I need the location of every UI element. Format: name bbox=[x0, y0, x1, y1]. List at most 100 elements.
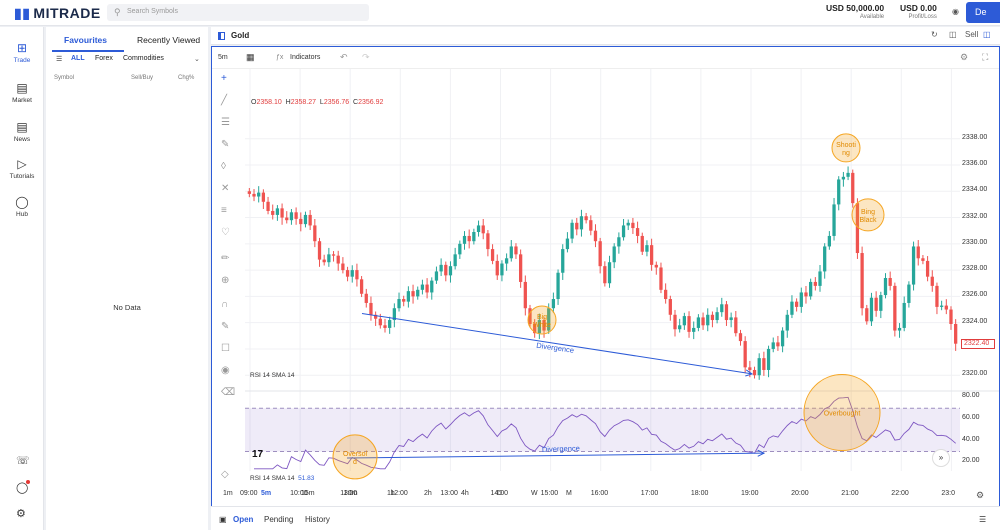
time-tick: 16:00 bbox=[590, 490, 609, 497]
rsi-legend-bottom: RSI 14 SMA 14 51.83 bbox=[250, 475, 314, 482]
indicators-icon[interactable]: ƒx bbox=[276, 54, 284, 61]
period-15m[interactable]: 15m bbox=[301, 490, 315, 497]
oversold-marker bbox=[332, 434, 378, 480]
period-5m[interactable]: 5m bbox=[261, 490, 272, 497]
eye-toggle-icon[interactable]: ◉ bbox=[221, 365, 230, 376]
undo-icon[interactable]: ↶ bbox=[340, 52, 348, 62]
support-icon[interactable]: ☏ bbox=[16, 455, 30, 467]
period-1h[interactable]: 1h bbox=[387, 490, 395, 497]
scroll-right-button[interactable]: » bbox=[932, 449, 950, 467]
trend-line-icon[interactable]: ╱ bbox=[221, 95, 228, 106]
category-all[interactable]: ALL bbox=[71, 55, 85, 62]
nav-tutorials[interactable]: ▷ Tutorials bbox=[0, 157, 44, 180]
nav-market[interactable]: ▤ Market bbox=[0, 81, 44, 104]
candle-down bbox=[402, 299, 406, 302]
candle-down bbox=[701, 317, 705, 326]
fullscreen-icon[interactable]: ⛶ bbox=[982, 52, 989, 62]
candle-up bbox=[832, 204, 836, 236]
candle-up bbox=[823, 246, 827, 272]
period-w[interactable]: W bbox=[531, 490, 538, 497]
chart-toolbar: 5m ▦ ƒx Indicators ↶ ↷ ⚙ ⛶ bbox=[212, 47, 999, 69]
crosshair-icon[interactable]: + bbox=[221, 73, 227, 84]
candle-up bbox=[504, 258, 509, 264]
category-commodities[interactable]: Commodities bbox=[123, 55, 164, 62]
candle-up bbox=[257, 192, 261, 197]
chart-title-bar: Gold ↻ ◫ Sell ◫ bbox=[211, 27, 1000, 45]
candle-down bbox=[308, 214, 312, 226]
candle-up bbox=[911, 246, 916, 285]
search-input[interactable]: ⚲ Search Symbols bbox=[107, 4, 369, 21]
zoom-icon[interactable]: ⊕ bbox=[221, 275, 230, 286]
candle-down bbox=[345, 270, 350, 277]
layers-icon[interactable]: ◇ bbox=[221, 469, 229, 480]
candle-up bbox=[430, 280, 434, 293]
tab-recently-viewed[interactable]: Recently Viewed bbox=[137, 35, 201, 45]
tab-pending[interactable]: Pending bbox=[264, 515, 294, 524]
logo[interactable]: ▮▮ MITRADE bbox=[14, 5, 101, 22]
period-1m[interactable]: 1m bbox=[223, 490, 233, 497]
candle-down bbox=[724, 304, 729, 321]
candle-type-icon[interactable]: ▦ bbox=[246, 52, 255, 62]
user-icon: ◯ bbox=[15, 195, 29, 209]
candle-up bbox=[453, 254, 457, 267]
menu-icon[interactable]: ☰ bbox=[979, 515, 987, 524]
redo-icon[interactable]: ↷ bbox=[362, 52, 370, 62]
chevron-down-icon[interactable]: ⌄ bbox=[194, 56, 200, 63]
lock-drawing-icon[interactable]: ✎ bbox=[221, 321, 230, 332]
brush-icon[interactable]: ✎ bbox=[221, 139, 230, 150]
pattern-icon[interactable]: ◊ bbox=[221, 161, 226, 172]
magnet-icon[interactable]: ∩ bbox=[221, 299, 229, 310]
deposit-button[interactable]: De bbox=[966, 2, 1000, 23]
period-4h[interactable]: 4h bbox=[461, 490, 469, 497]
column-symbol[interactable]: Symbol bbox=[54, 75, 75, 81]
interval-select[interactable]: 5m bbox=[218, 54, 228, 61]
settings-icon[interactable]: ⚙ bbox=[16, 508, 26, 520]
fib-icon[interactable]: ≡ bbox=[221, 205, 227, 216]
trash-icon[interactable]: ⌫ bbox=[221, 387, 236, 398]
column-sell-buy[interactable]: Sell/Buy bbox=[131, 75, 154, 81]
rsi-legend-top: RSI 14 SMA 14 bbox=[250, 372, 295, 379]
lock-icon[interactable]: ☐ bbox=[221, 343, 230, 354]
column-change[interactable]: Chg% bbox=[178, 75, 195, 81]
candle-up bbox=[406, 291, 411, 302]
eye-icon[interactable]: ◉ bbox=[952, 7, 959, 16]
candle-up bbox=[509, 246, 513, 259]
low-label: L bbox=[319, 99, 324, 106]
ruler-icon[interactable]: ✏ bbox=[221, 253, 230, 264]
split-icon[interactable]: ◫ bbox=[949, 30, 957, 39]
axis-settings-icon[interactable]: ⚙ bbox=[976, 490, 985, 500]
period-d[interactable]: D bbox=[497, 490, 503, 497]
tab-open[interactable]: Open bbox=[233, 515, 254, 524]
tab-favourites[interactable]: Favourites bbox=[64, 35, 107, 45]
heart-icon[interactable]: ♡ bbox=[221, 227, 230, 238]
nav-hub[interactable]: ◯ Hub bbox=[0, 195, 44, 218]
nav-trade[interactable]: ⊞ Trade bbox=[0, 41, 44, 64]
orders-bar: ▣ Open Pending History ☰ bbox=[211, 506, 1000, 530]
nav-news[interactable]: ▤ News bbox=[0, 120, 44, 143]
chat-icon[interactable]: ◯ bbox=[16, 482, 29, 494]
indicators-button[interactable]: Indicators bbox=[290, 54, 321, 61]
horizontal-lines-icon[interactable]: ☰ bbox=[221, 117, 230, 128]
chart-settings-icon[interactable]: ⚙ bbox=[960, 52, 969, 62]
candle-down bbox=[322, 259, 326, 263]
period-2h[interactable]: 2h bbox=[424, 490, 432, 497]
symbol-title: Gold bbox=[231, 31, 250, 40]
rsi-tick: 40.00 bbox=[962, 435, 980, 443]
logo-text: MITRADE bbox=[33, 5, 101, 21]
fork-icon[interactable]: ✕ bbox=[221, 183, 230, 194]
time-tick: 21:00 bbox=[841, 490, 859, 497]
layout-icon[interactable]: ◫ bbox=[983, 30, 991, 39]
period-m[interactable]: M bbox=[566, 490, 572, 497]
candle-up bbox=[397, 299, 401, 309]
last-price-label: 2322.40 bbox=[961, 338, 995, 349]
chart-area[interactable]: 5m ▦ ƒx Indicators ↶ ↷ ⚙ ⛶ + ╱ ☰ ✎ ◊ ✕ ≡… bbox=[211, 46, 1000, 512]
period-30m[interactable]: 30m bbox=[344, 490, 358, 497]
candle-up bbox=[551, 299, 556, 309]
candle-down bbox=[519, 254, 523, 282]
candle-down bbox=[364, 293, 368, 303]
refresh-icon[interactable]: ↻ bbox=[931, 30, 938, 39]
category-forex[interactable]: Forex bbox=[95, 55, 113, 62]
sell-label[interactable]: Sell bbox=[965, 30, 979, 39]
tab-history[interactable]: History bbox=[305, 515, 330, 524]
